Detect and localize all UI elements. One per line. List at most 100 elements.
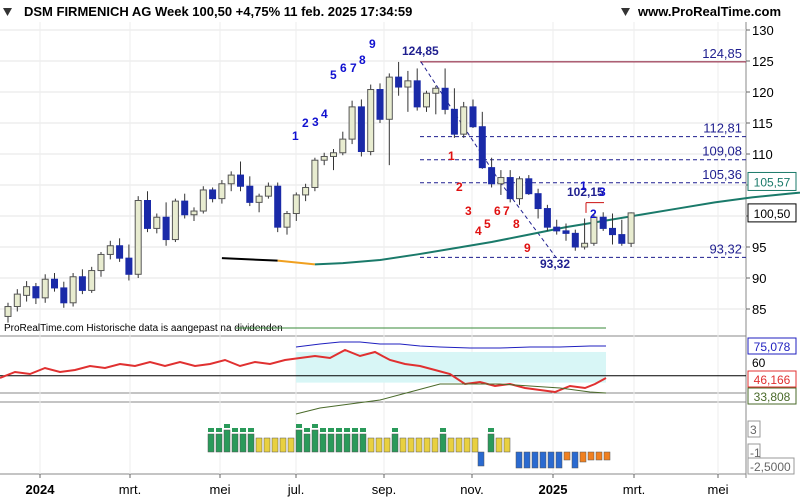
histogram-bar xyxy=(279,437,287,453)
histogram-bar xyxy=(383,437,391,453)
candle-up xyxy=(23,286,31,296)
histogram-cap xyxy=(312,424,318,428)
candle-down xyxy=(599,216,607,229)
candle-down xyxy=(237,174,244,187)
count-red-4: 4 xyxy=(475,224,482,238)
candle-down xyxy=(78,276,86,291)
histogram-bar xyxy=(343,433,351,453)
histogram-bar xyxy=(319,433,327,453)
count-blue-new-3: 3 xyxy=(599,185,606,199)
candle-down xyxy=(144,200,151,229)
count-blue-6: 6 xyxy=(340,61,347,75)
histogram-cap xyxy=(224,424,230,428)
pivot-label: 102,15 xyxy=(567,185,604,199)
histogram-bar xyxy=(263,437,271,453)
chart-menu-icon[interactable] xyxy=(3,8,12,16)
histogram-cap xyxy=(336,428,342,432)
histogram-bar xyxy=(539,451,547,469)
source-label: www.ProRealTime.com xyxy=(637,4,781,19)
candle-down xyxy=(125,257,133,275)
header-bar xyxy=(0,0,800,22)
histogram-bar xyxy=(415,437,423,453)
count-blue-1: 1 xyxy=(292,129,299,143)
candle-up xyxy=(106,245,114,255)
histogram-cap xyxy=(352,428,358,432)
histogram-bar xyxy=(587,451,595,461)
candle-up xyxy=(97,253,105,272)
candle-up xyxy=(218,183,226,200)
x-tick-label: mrt. xyxy=(623,482,645,497)
x-tick-label: jul. xyxy=(287,482,305,497)
histogram-bar xyxy=(579,451,587,463)
indicator-box xyxy=(747,370,797,388)
histogram-bar xyxy=(503,437,511,453)
candle-up xyxy=(41,278,49,299)
y-axis: 130125120115110105100959085 xyxy=(746,23,774,317)
histogram-bar xyxy=(595,451,603,461)
y-tick-label: 120 xyxy=(752,85,774,100)
candle-up xyxy=(153,216,161,229)
histogram-cap xyxy=(320,428,326,432)
candle-up xyxy=(134,200,142,275)
histogram-bar xyxy=(463,437,471,453)
candle-up xyxy=(264,185,272,197)
histogram-bar xyxy=(295,429,303,453)
level-label: 109,08 xyxy=(702,144,742,159)
histogram-bar xyxy=(223,429,231,453)
histogram-bar xyxy=(375,437,383,453)
histogram-bar xyxy=(439,433,447,453)
y-tick-label: 125 xyxy=(752,54,774,69)
histogram-bar xyxy=(603,451,611,461)
x-tick-label: 2025 xyxy=(539,482,568,497)
indicator-box xyxy=(747,337,797,355)
candle-down xyxy=(51,278,58,289)
histogram-bar xyxy=(391,433,399,453)
histogram-cap xyxy=(248,428,254,432)
histogram-cap xyxy=(344,428,350,432)
candle-down xyxy=(116,245,124,259)
histogram-cap xyxy=(440,428,446,432)
histogram-box xyxy=(747,420,761,438)
value-box-label: 100,50 xyxy=(754,207,791,221)
candle-down xyxy=(562,230,570,234)
histogram-bar xyxy=(547,451,555,469)
ma-segment xyxy=(277,259,315,266)
y-tick-label: 85 xyxy=(752,302,766,317)
candle-up xyxy=(581,242,589,248)
candle-up xyxy=(69,276,77,304)
count-blue-3: 3 xyxy=(312,115,319,129)
indicator-box-label: 75,078 xyxy=(754,340,791,354)
candle-up xyxy=(13,293,21,308)
level-label: 93,32 xyxy=(709,241,742,256)
x-axis: 2024 mrt. mei jul. sep. nov. 2025 mrt. mei xyxy=(26,474,729,497)
histogram-box-label: -2,5000 xyxy=(750,460,791,474)
level-label: 124,85 xyxy=(702,46,742,61)
candle-up xyxy=(404,80,412,88)
candle-up xyxy=(227,174,235,185)
histogram-bar xyxy=(215,433,223,453)
candle-down xyxy=(395,76,403,88)
site-menu-icon[interactable] xyxy=(621,8,630,16)
histogram-bar xyxy=(455,437,463,453)
x-tick-label: nov. xyxy=(460,482,484,497)
candle-down xyxy=(488,167,496,185)
candle-down xyxy=(357,106,365,153)
candle-up xyxy=(432,87,440,94)
histogram-bar xyxy=(515,451,523,469)
count-red-2: 2 xyxy=(456,180,463,194)
count-red-1: 1 xyxy=(448,149,455,163)
histogram-bar xyxy=(255,437,263,453)
count-red-3: 3 xyxy=(465,204,472,218)
x-tick-label: sep. xyxy=(372,482,397,497)
candle-up xyxy=(460,106,468,135)
histogram-bar xyxy=(495,437,503,453)
candle-up xyxy=(302,186,310,196)
indicator-box xyxy=(747,387,797,405)
moving-average xyxy=(221,191,800,266)
candle-down xyxy=(553,226,561,232)
histogram-cap xyxy=(392,428,398,432)
y-tick-label: 115 xyxy=(752,116,773,131)
histogram-bar xyxy=(287,437,295,453)
candle-down xyxy=(506,177,514,200)
count-red-8: 8 xyxy=(513,217,520,231)
